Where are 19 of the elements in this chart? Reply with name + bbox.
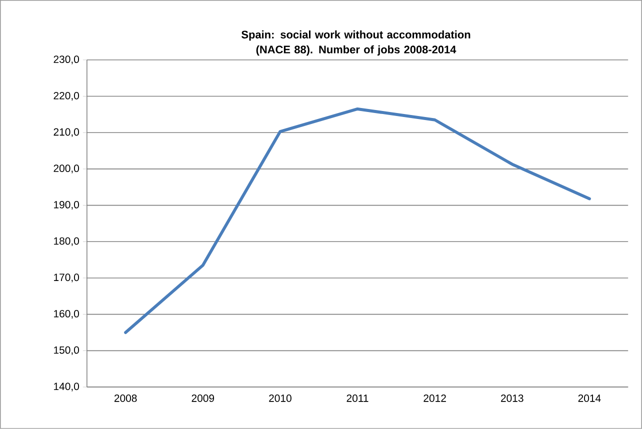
x-tick-label: 2011: [346, 394, 368, 402]
x-tick-label: 2008: [114, 394, 137, 402]
y-tick-label: 210,0: [54, 128, 80, 137]
chart-title: Spain: social work without accommodation (NACE 88). Number of jobs 2008-2014: [242, 30, 470, 56]
y-tick-label: 170,0: [54, 274, 80, 282]
x-tick-label: 2009: [192, 394, 214, 402]
line-series: [124, 108, 591, 334]
y-tick-label: 140,0: [54, 382, 80, 392]
y-tick-label: 150,0: [54, 346, 80, 356]
x-tick-label: 2012: [424, 394, 446, 402]
x-tick-label: 2014: [578, 394, 601, 402]
x-tick-label: 2013: [501, 394, 524, 402]
y-tick-label: 190,0: [54, 201, 80, 210]
y-tick-label: 230,0: [54, 56, 80, 64]
y-tick-label: 160,0: [54, 310, 80, 319]
y-tick-label: 200,0: [54, 164, 80, 174]
x-tick-label: 2010: [269, 394, 292, 402]
y-tick-label: 220,0: [54, 92, 80, 101]
y-tick-label: 180,0: [54, 237, 80, 246]
